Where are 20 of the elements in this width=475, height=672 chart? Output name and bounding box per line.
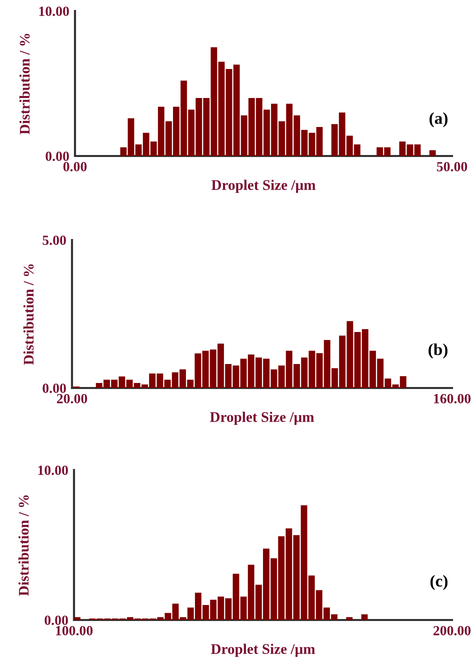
y-tick-label: 10.00 xyxy=(38,466,68,476)
y-axis-title: Distribution / % xyxy=(19,34,30,134)
y-axis-title: Distribution / % xyxy=(23,264,34,365)
y-tick-label: 5.00 xyxy=(42,236,66,246)
y-tick-label: 0.00 xyxy=(46,152,69,162)
annotation: (a) xyxy=(430,112,448,128)
x-tick-label: 20.00 xyxy=(56,394,88,404)
annotation: (c) xyxy=(430,574,448,590)
x-tick-label: 200.00 xyxy=(433,626,471,636)
x-axis-title: Droplet Size /µm xyxy=(210,644,316,657)
x-axis-title: Droplet Size /µm xyxy=(210,412,314,425)
x-axis-title: Droplet Size /µm xyxy=(211,180,316,193)
x-tick-label: 100.00 xyxy=(56,626,93,636)
y-tick-label: 0.00 xyxy=(42,384,66,394)
x-tick-label: 50.00 xyxy=(436,162,468,172)
y-tick-label: 0.00 xyxy=(44,616,68,626)
x-tick-label: 160.00 xyxy=(434,394,471,404)
annotation: (b) xyxy=(428,343,448,359)
y-tick-label: 10.00 xyxy=(39,6,69,16)
y-axis-title: Distribution / % xyxy=(18,495,29,596)
